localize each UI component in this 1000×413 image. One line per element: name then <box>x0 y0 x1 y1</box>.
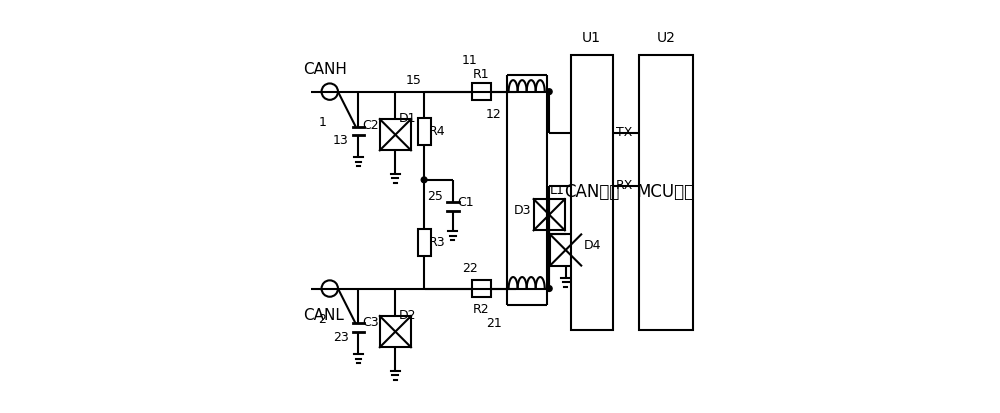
Text: R2: R2 <box>473 303 490 316</box>
Text: U1: U1 <box>582 31 601 45</box>
Text: 15: 15 <box>406 74 422 87</box>
Text: C3: C3 <box>363 316 379 329</box>
Circle shape <box>421 177 427 183</box>
Bar <box>472 280 491 297</box>
Text: U2: U2 <box>656 31 675 45</box>
Bar <box>550 235 581 266</box>
Bar <box>472 83 491 100</box>
Text: CANL: CANL <box>303 308 344 323</box>
Text: 11: 11 <box>462 55 477 67</box>
Text: R4: R4 <box>429 125 446 138</box>
Text: 2: 2 <box>318 313 326 326</box>
Text: CAN芯片: CAN芯片 <box>564 183 619 201</box>
Bar <box>418 118 431 145</box>
Circle shape <box>546 89 552 95</box>
Text: 1: 1 <box>318 116 326 129</box>
Text: 13: 13 <box>333 134 349 147</box>
Bar <box>380 119 411 150</box>
Text: D3: D3 <box>514 204 532 217</box>
Text: D4: D4 <box>583 240 601 252</box>
Text: 21: 21 <box>486 317 501 330</box>
Bar <box>534 199 565 230</box>
Text: 25: 25 <box>427 190 443 203</box>
Bar <box>571 55 613 330</box>
Bar <box>639 55 693 330</box>
Text: R1: R1 <box>473 68 490 81</box>
Text: TX: TX <box>616 126 632 139</box>
Text: 23: 23 <box>333 331 349 344</box>
Text: D2: D2 <box>399 309 416 322</box>
Text: C2: C2 <box>363 119 379 132</box>
Text: L1: L1 <box>550 184 565 197</box>
Text: 12: 12 <box>486 108 501 121</box>
Text: CANH: CANH <box>303 62 347 76</box>
Text: MCU芯片: MCU芯片 <box>637 183 695 201</box>
Text: R3: R3 <box>429 236 446 249</box>
Text: 22: 22 <box>462 262 477 275</box>
Text: C1: C1 <box>457 196 474 209</box>
Bar <box>418 229 431 256</box>
Text: RX: RX <box>616 180 633 192</box>
Bar <box>380 316 411 347</box>
Circle shape <box>546 286 552 292</box>
Text: D1: D1 <box>399 112 416 125</box>
